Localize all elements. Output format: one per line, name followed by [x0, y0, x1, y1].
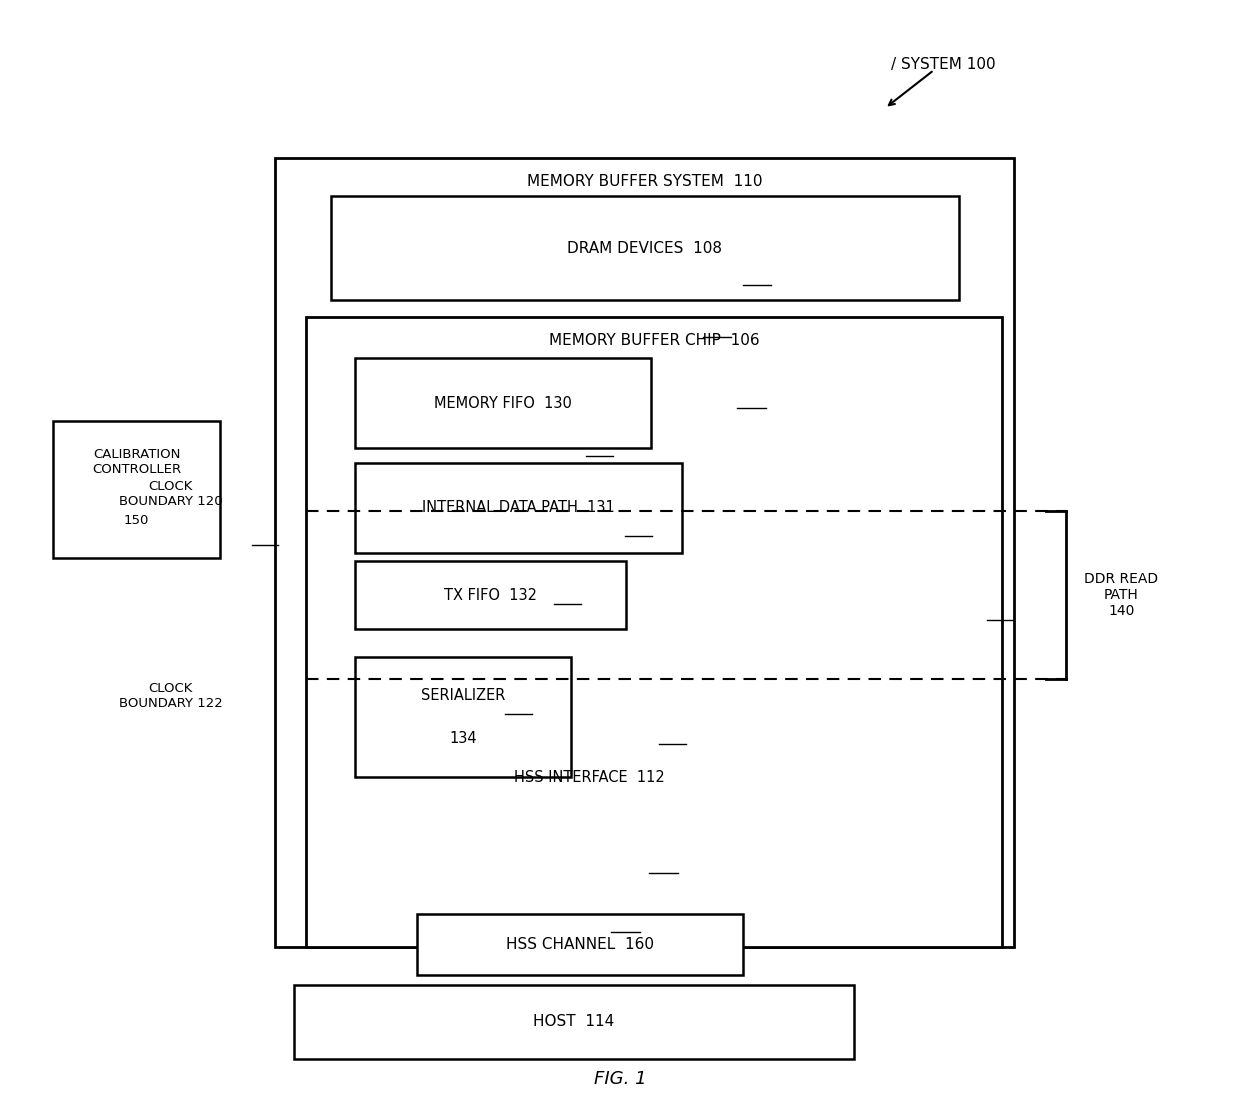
Bar	[355, 656, 570, 777]
Bar	[53, 421, 219, 558]
Text: SERIALIZER: SERIALIZER	[420, 687, 505, 703]
Text: HSS CHANNEL  160: HSS CHANNEL 160	[506, 937, 653, 953]
Text: TX FIFO  132: TX FIFO 132	[444, 588, 537, 602]
Text: MEMORY BUFFER SYSTEM  110: MEMORY BUFFER SYSTEM 110	[527, 175, 763, 189]
Text: MEMORY FIFO  130: MEMORY FIFO 130	[434, 396, 572, 411]
Text: FIG. 1: FIG. 1	[594, 1070, 646, 1087]
Text: / SYSTEM 100: / SYSTEM 100	[892, 57, 996, 72]
Bar	[355, 358, 651, 449]
Text: DDR READ
PATH
140: DDR READ PATH 140	[1084, 571, 1158, 618]
Bar	[417, 915, 743, 975]
Bar	[306, 317, 1002, 947]
Text: CALIBRATION
CONTROLLER: CALIBRATION CONTROLLER	[92, 448, 181, 476]
Text: INTERNAL DATA PATH  131: INTERNAL DATA PATH 131	[422, 501, 615, 515]
Bar	[355, 561, 626, 629]
Text: 134: 134	[449, 732, 476, 747]
Text: CLOCK
BOUNDARY 120: CLOCK BOUNDARY 120	[119, 480, 222, 507]
Bar	[275, 158, 1014, 947]
Bar	[355, 463, 682, 552]
Text: CLOCK
BOUNDARY 122: CLOCK BOUNDARY 122	[119, 682, 222, 709]
Bar	[331, 196, 959, 301]
Text: DRAM DEVICES  108: DRAM DEVICES 108	[567, 241, 722, 255]
FancyBboxPatch shape	[355, 338, 959, 810]
Text: MEMORY BUFFER CHIP  106: MEMORY BUFFER CHIP 106	[548, 334, 759, 348]
Text: HOST  114: HOST 114	[533, 1014, 615, 1030]
Bar	[294, 985, 854, 1060]
Text: 150: 150	[124, 514, 149, 527]
Text: HSS INTERFACE  112: HSS INTERFACE 112	[513, 770, 665, 785]
